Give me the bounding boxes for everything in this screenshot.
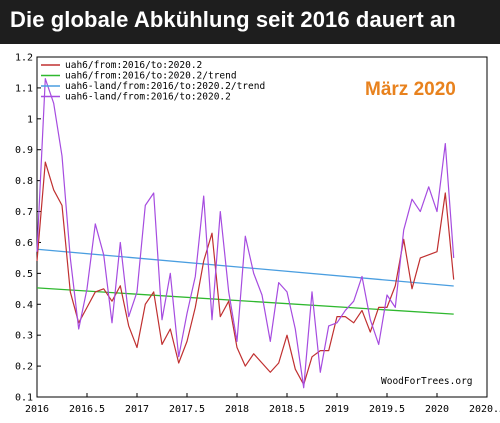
x-tick-label: 2018	[225, 404, 249, 415]
y-tick-label: 0.3	[15, 331, 33, 342]
trend-line-2	[36, 248, 454, 287]
y-tick-label: 0.2	[15, 362, 33, 373]
page-title: Die globale Abkühlung seit 2016 dauert a…	[10, 7, 456, 32]
chart-area: 0.1 0.2 0.3 0.4 0.5 0.6 0.7 0.8 0.9 1 1.1 1.2 2016 2…	[0, 44, 500, 423]
y-tick-label: 0.1	[15, 393, 33, 404]
legend-label: uah6/from:2016/to:2020.2	[65, 60, 202, 71]
x-tick-label: 2018.5	[269, 404, 305, 415]
y-tick-label: 0.7	[15, 207, 33, 218]
header-banner: Die globale Abkühlung seit 2016 dauert a…	[0, 0, 500, 44]
x-axis: 2016 2016.5 2017 2017.5 2018 2018.5 2019 2019.5…	[25, 393, 500, 415]
x-tick-label: 2020.5	[469, 404, 500, 415]
x-tick-label: 2016.5	[69, 404, 105, 415]
x-tick-label: 2020	[425, 404, 449, 415]
plot-frame	[36, 56, 488, 398]
y-tick-label: 0.4	[15, 300, 33, 311]
legend-label: uah6-land/from:2016/to:2020.2/trend	[65, 81, 265, 92]
x-tick-label: 2016	[25, 404, 49, 415]
y-axis: 0.1 0.2 0.3 0.4 0.5 0.6 0.7 0.8 0.9 1 1.1 1.2	[15, 53, 41, 404]
y-tick-label: 1	[27, 114, 33, 125]
x-tick-label: 2017.5	[169, 404, 205, 415]
credit-label: WoodForTrees.org	[381, 376, 473, 387]
legend: uah6/from:2016/to:2020.2uah6/from:2016/t…	[41, 60, 265, 103]
x-tick-label: 2019.5	[369, 404, 405, 415]
series-group	[36, 78, 455, 389]
y-tick-label: 0.6	[15, 238, 33, 249]
date-label: März 2020	[365, 79, 456, 100]
series-line-3	[36, 78, 455, 389]
series-line-0	[36, 161, 455, 386]
legend-label: uah6-land/from:2016/to:2020.2	[65, 92, 231, 103]
y-tick-label: 1.2	[15, 53, 33, 64]
y-tick-label: 0.9	[15, 145, 33, 156]
line-chart: 0.10.20.30.40.50.60.70.80.911.11.2 2016 2…	[15, 53, 500, 416]
y-tick-label: 0.5	[15, 269, 33, 280]
legend-label: uah6/from:2016/to:2020.2/trend	[65, 71, 237, 82]
x-tick-label: 2017	[125, 404, 149, 415]
y-tick-label: 0.8	[15, 176, 33, 187]
y-tick-label: 1.1	[15, 83, 33, 94]
x-tick-label: 2019	[325, 404, 349, 415]
